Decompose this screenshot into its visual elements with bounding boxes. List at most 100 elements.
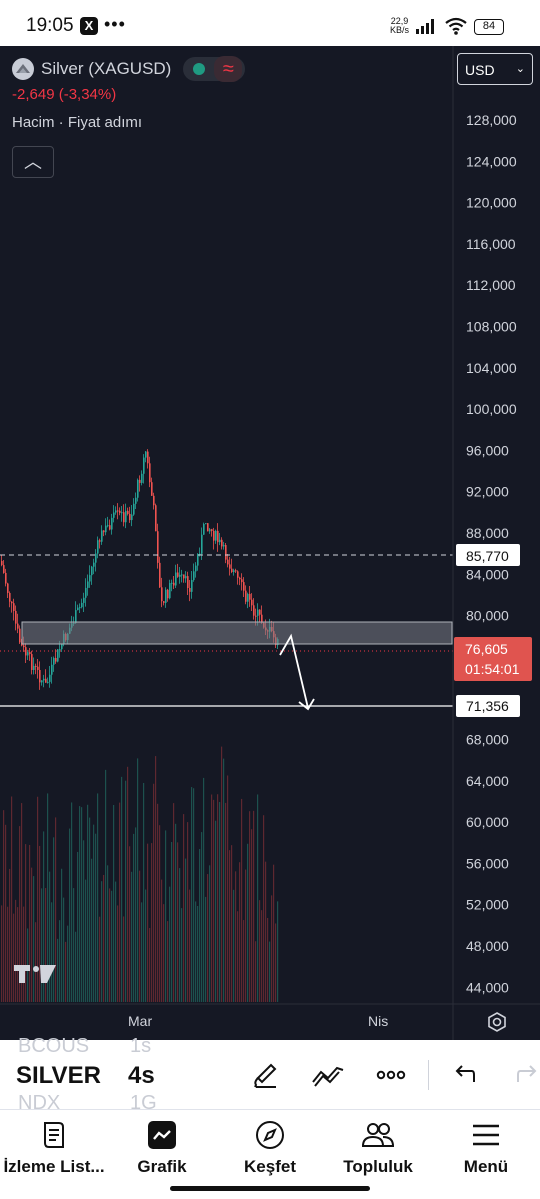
candle-body [245,590,247,602]
candle-body [171,582,173,584]
chart-area[interactable]: 128,000 124,000 120,000 116,000 112,000 108,0… [0,46,540,1040]
y-axis-tick: 64,000 [466,773,509,789]
volume-bar [9,868,11,1002]
candle-body [79,607,81,609]
y-axis-tick: 100,000 [466,401,517,417]
volume-bar [205,896,207,1002]
volume-bar [147,843,149,1002]
current-price-label: 76,605 [465,641,508,657]
volume-bar [111,890,113,1002]
nav-label-watchlist: İzleme List... [3,1157,105,1176]
candle-body [139,479,141,483]
chart-settings-icon[interactable] [486,1011,508,1033]
y-axis-tick: 80,000 [466,608,509,624]
candle-body [163,601,165,603]
trend-line-icon[interactable] [311,1060,345,1090]
currency-select[interactable]: USD ⌄ [457,53,533,85]
volume-bar [93,824,95,1002]
volume-bar [161,879,163,1002]
market-status-pill[interactable]: ≈ [183,56,246,82]
y-axis-tick: 84,000 [466,566,509,582]
volume-bar [35,922,37,1002]
more-icon[interactable] [376,1060,406,1090]
volume-bar [103,874,105,1002]
volume-bar [57,938,59,1002]
candle-body [39,669,41,683]
volume-bar [185,858,187,1002]
volume-bar [113,804,115,1002]
volume-bar [237,911,239,1002]
volume-bar [255,941,257,1002]
candle-body [61,643,63,650]
y-axis-tick: 128,000 [466,112,517,128]
volume-bar [211,794,213,1002]
candle-body [3,565,5,573]
candle-body [127,510,129,514]
x-tick-nis: Nis [368,1013,388,1029]
nav-item-chart[interactable]: Grafik [108,1119,216,1177]
interval-selector[interactable]: 4s [128,1062,155,1089]
interval-next[interactable]: 1G [130,1092,157,1114]
volume-bar [143,782,145,1002]
candle-body [203,523,205,535]
nav-item-menu[interactable]: Menü [432,1119,540,1177]
candle-body [235,570,237,572]
volume-bar [65,941,67,1002]
volume-bar [241,798,243,1002]
price-chart[interactable]: 128,000 124,000 120,000 116,000 112,000 108,0… [0,46,540,1040]
candle-body [115,510,117,513]
community-icon [361,1123,395,1147]
candle-body [151,482,153,496]
symbol-next[interactable]: NDX [18,1092,61,1114]
symbol-name[interactable]: Silver (XAGUSD) [41,59,172,78]
candle-body [181,574,183,576]
undo-icon[interactable] [452,1060,476,1090]
battery-icon: 84 [474,19,504,35]
candle-body [187,576,189,589]
volume-bar [29,844,31,1002]
candle-body [131,514,133,521]
volume-bar [13,913,15,1002]
nav-item-explore[interactable]: Keşfet [216,1119,324,1177]
candle-body [23,645,25,648]
symbol-selector[interactable]: SILVER [16,1062,101,1089]
interval-prev[interactable]: 1s [130,1035,152,1057]
candle-body [43,678,45,681]
redo-icon[interactable] [516,1060,540,1090]
nav-label-chart: Grafik [137,1157,187,1176]
price-change: -2,649 (-3,34%) [12,86,117,103]
candle-body [145,451,147,458]
candle-body [205,523,207,525]
volume-bar [217,794,219,1002]
candle-body [157,531,159,563]
volume-bar [277,901,279,1002]
candle-body [17,623,19,629]
volume-bar [195,901,197,1002]
volume-bar [91,858,93,1002]
nav-item-watchlist[interactable]: İzleme List... [0,1119,108,1177]
candle-body [215,530,217,541]
symbol-header[interactable]: Silver (XAGUSD) ≈ [12,56,246,82]
nav-item-community[interactable]: Topluluk [324,1119,432,1177]
collapse-legend-button[interactable]: ︿ [12,146,54,178]
volume-bar [139,870,141,1002]
dashed-level-label: 85,770 [466,548,509,564]
candle-body [135,497,137,504]
candle-body [223,545,225,547]
candle-body [141,473,143,483]
candle-body [213,530,215,541]
candle-body [95,553,97,563]
candle-body [125,510,127,523]
tradingview-logo-icon [14,963,56,991]
candle-body [239,577,241,580]
network-speed-value: 22,9 [390,16,409,26]
candle-body [173,582,175,586]
volume-bar [59,920,61,1002]
horizontal-line-label-bg [456,695,520,717]
candle-body [189,588,191,592]
brush-icon[interactable] [252,1060,280,1090]
candle-body [247,593,249,602]
symbol-prev[interactable]: BCOUS [18,1035,90,1057]
volume-bar [233,889,235,1002]
volume-indicator-label[interactable]: Hacim · Fiyat adımı [12,114,143,131]
